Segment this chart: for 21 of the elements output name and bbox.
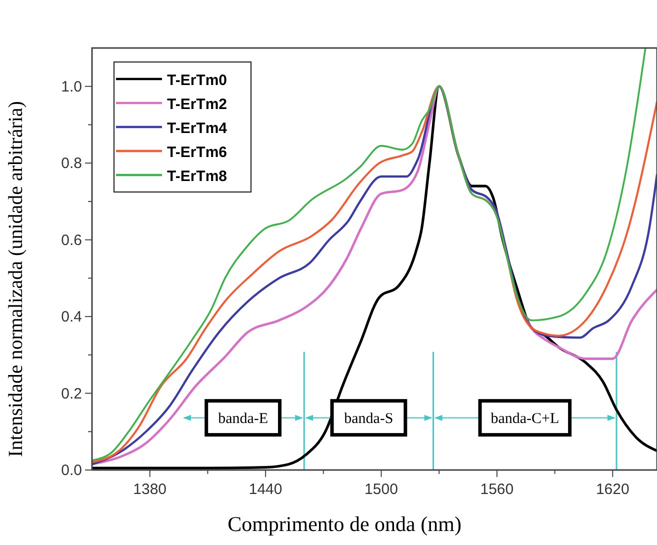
- y-tick-label: 0.2: [61, 385, 82, 402]
- annotation: banda-C+L: [490, 410, 560, 427]
- legend-label: T-ErTm8: [167, 168, 228, 185]
- x-tick-label: 1440: [248, 481, 282, 498]
- legend-label: T-ErTm2: [167, 96, 228, 113]
- annotation: banda-S: [344, 410, 394, 427]
- y-tick-label: 0.0: [61, 462, 82, 479]
- y-axis-title: Intensidade normalizada (unidade arbitrária): [5, 101, 27, 457]
- legend-label: T-ErTm6: [167, 144, 228, 161]
- y-tick-label: 0.6: [61, 232, 82, 249]
- x-axis-title: Comprimento de onda (nm): [228, 512, 462, 536]
- x-tick-label: 1560: [480, 481, 514, 498]
- x-tick-label: 1500: [364, 481, 398, 498]
- legend-label: T-ErTm0: [167, 72, 228, 89]
- x-tick-label: 1380: [133, 481, 167, 498]
- y-tick-label: 1.0: [61, 78, 82, 96]
- y-tick-label: 0.8: [61, 155, 82, 172]
- x-tick-label: 1620: [596, 481, 630, 498]
- annotation: banda-E: [218, 410, 268, 427]
- y-tick-label: 0.4: [61, 308, 82, 326]
- legend-label: T-ErTm4: [167, 120, 228, 137]
